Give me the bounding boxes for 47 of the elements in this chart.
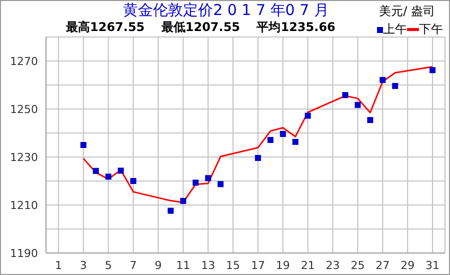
x-tick-label: 19 (276, 258, 290, 272)
point (342, 92, 348, 98)
x-tick-label: 15 (226, 258, 240, 272)
x-tick-label: 13 (201, 258, 216, 272)
legend-label: 上午 (383, 21, 407, 38)
x-tick-label: 27 (376, 258, 390, 272)
x-tick-label: 1 (54, 258, 62, 272)
point (430, 67, 436, 74)
x-tick-label: 9 (154, 258, 162, 272)
point (267, 136, 274, 143)
x-tick-label: 23 (326, 258, 340, 272)
y-axis-title: 美元/ 盎司 (379, 3, 435, 20)
y-tick-label: 1230 (10, 150, 38, 164)
point (168, 208, 174, 214)
y-tick-label: 1270 (10, 54, 38, 68)
point (254, 154, 261, 161)
point (92, 168, 99, 174)
x-tick-label: 11 (176, 258, 190, 272)
x-tick-label: 29 (400, 258, 415, 272)
legend-label: 下午 (419, 21, 443, 38)
x-tick-label: 31 (426, 258, 440, 272)
point (205, 175, 212, 182)
point (354, 102, 361, 108)
point (180, 198, 186, 204)
point (130, 178, 136, 184)
x-tick-label: 21 (300, 258, 315, 272)
x-tick-label: 7 (130, 258, 137, 272)
point (367, 117, 374, 124)
y-tick-label: 1250 (10, 102, 38, 116)
point (304, 112, 311, 119)
point (192, 180, 199, 186)
x-tick-label: 17 (250, 258, 265, 272)
point (118, 168, 124, 174)
chart-title: 黄金伦敦定价2 0 1 7 年0 7 月 (123, 1, 329, 19)
x-tick-label: 25 (350, 258, 365, 272)
point (292, 138, 298, 145)
x-tick-label: 5 (104, 258, 112, 272)
point (392, 82, 398, 89)
point (380, 76, 386, 83)
y-tick-label: 1210 (10, 198, 38, 212)
point (80, 142, 86, 148)
point (280, 130, 286, 137)
chart-subtitle: 最高1267.55 最低1207.55 平均1235.66 (66, 19, 336, 36)
point (105, 174, 112, 180)
point (218, 181, 224, 188)
y-tick-label: 1190 (10, 246, 38, 260)
x-tick-label: 3 (80, 258, 87, 272)
